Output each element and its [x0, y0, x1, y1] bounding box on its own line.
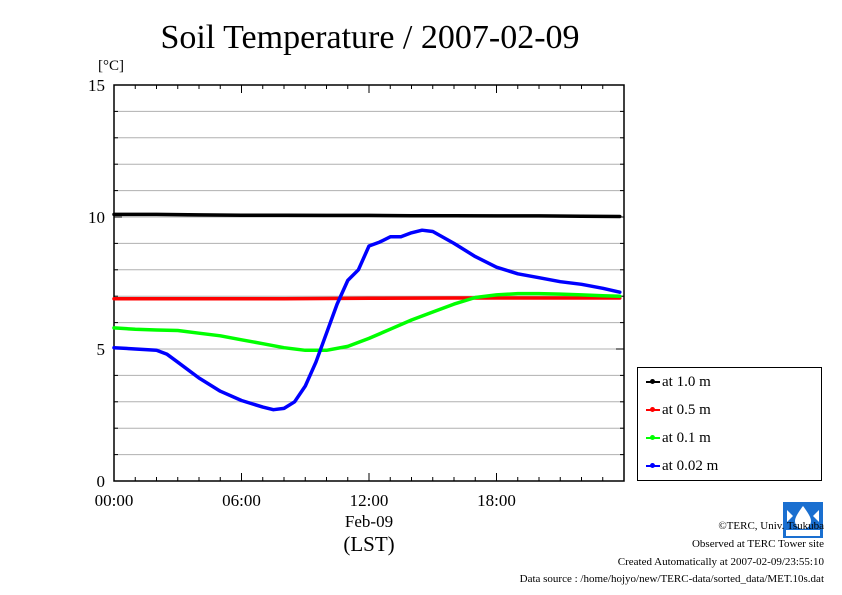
footer-source: Data source : /home/hojyo/new/TERC-data/…	[519, 573, 824, 585]
x-tick-label: 06:00	[222, 491, 261, 510]
legend-swatch-05m	[646, 407, 660, 412]
plot-frame	[113, 84, 625, 482]
series-line-1	[112, 296, 622, 301]
y-tick-label: 0	[97, 472, 106, 491]
y-tick-label: 15	[88, 76, 105, 95]
legend-swatch-002m	[646, 463, 660, 468]
legend-label-1m: at 1.0 m	[662, 373, 711, 390]
legend-item-01m: at 0.1 m	[646, 428, 711, 448]
legend-label-05m: at 0.5 m	[662, 401, 711, 418]
y-tick-label: 10	[88, 208, 105, 227]
series-line-3	[112, 228, 622, 412]
terc-logo	[783, 502, 823, 538]
legend: at 1.0 m at 0.5 m at 0.1 m at 0.02 m	[637, 367, 822, 481]
x-tick-label: 12:00	[350, 491, 389, 510]
footer-observed: Observed at TERC Tower site	[691, 538, 824, 550]
legend-item-1m: at 1.0 m	[646, 372, 711, 392]
x-axis-label: (LST)	[343, 532, 394, 556]
legend-swatch-1m	[646, 379, 660, 384]
footer-copyright: ©TERC, Univ. Tsukuba	[718, 520, 824, 532]
series-line-0	[112, 212, 622, 219]
x-tick-label: 00:00	[95, 491, 134, 510]
legend-label-01m: at 0.1 m	[662, 429, 711, 446]
y-tick-label: 5	[97, 340, 106, 359]
legend-swatch-01m	[646, 435, 660, 440]
y-unit-label: [°C]	[98, 58, 124, 74]
tick-labels: 0 5 10 15 00:00 06:00 12:00 18:00	[88, 76, 516, 510]
x-tick-label: 18:00	[477, 491, 516, 510]
legend-item-05m: at 0.5 m	[646, 400, 711, 420]
axes	[113, 84, 625, 482]
grid-lines	[114, 110, 624, 456]
series-group	[112, 212, 622, 412]
footer-created: Created Automatically at 2007-02-09/23:5…	[617, 556, 824, 568]
legend-label-002m: at 0.02 m	[662, 457, 719, 474]
legend-item-002m: at 0.02 m	[646, 456, 718, 476]
chart-title: Soil Temperature / 2007-02-09	[160, 19, 579, 56]
x-date-label: Feb-09	[345, 512, 393, 531]
series-line-2	[112, 291, 622, 353]
